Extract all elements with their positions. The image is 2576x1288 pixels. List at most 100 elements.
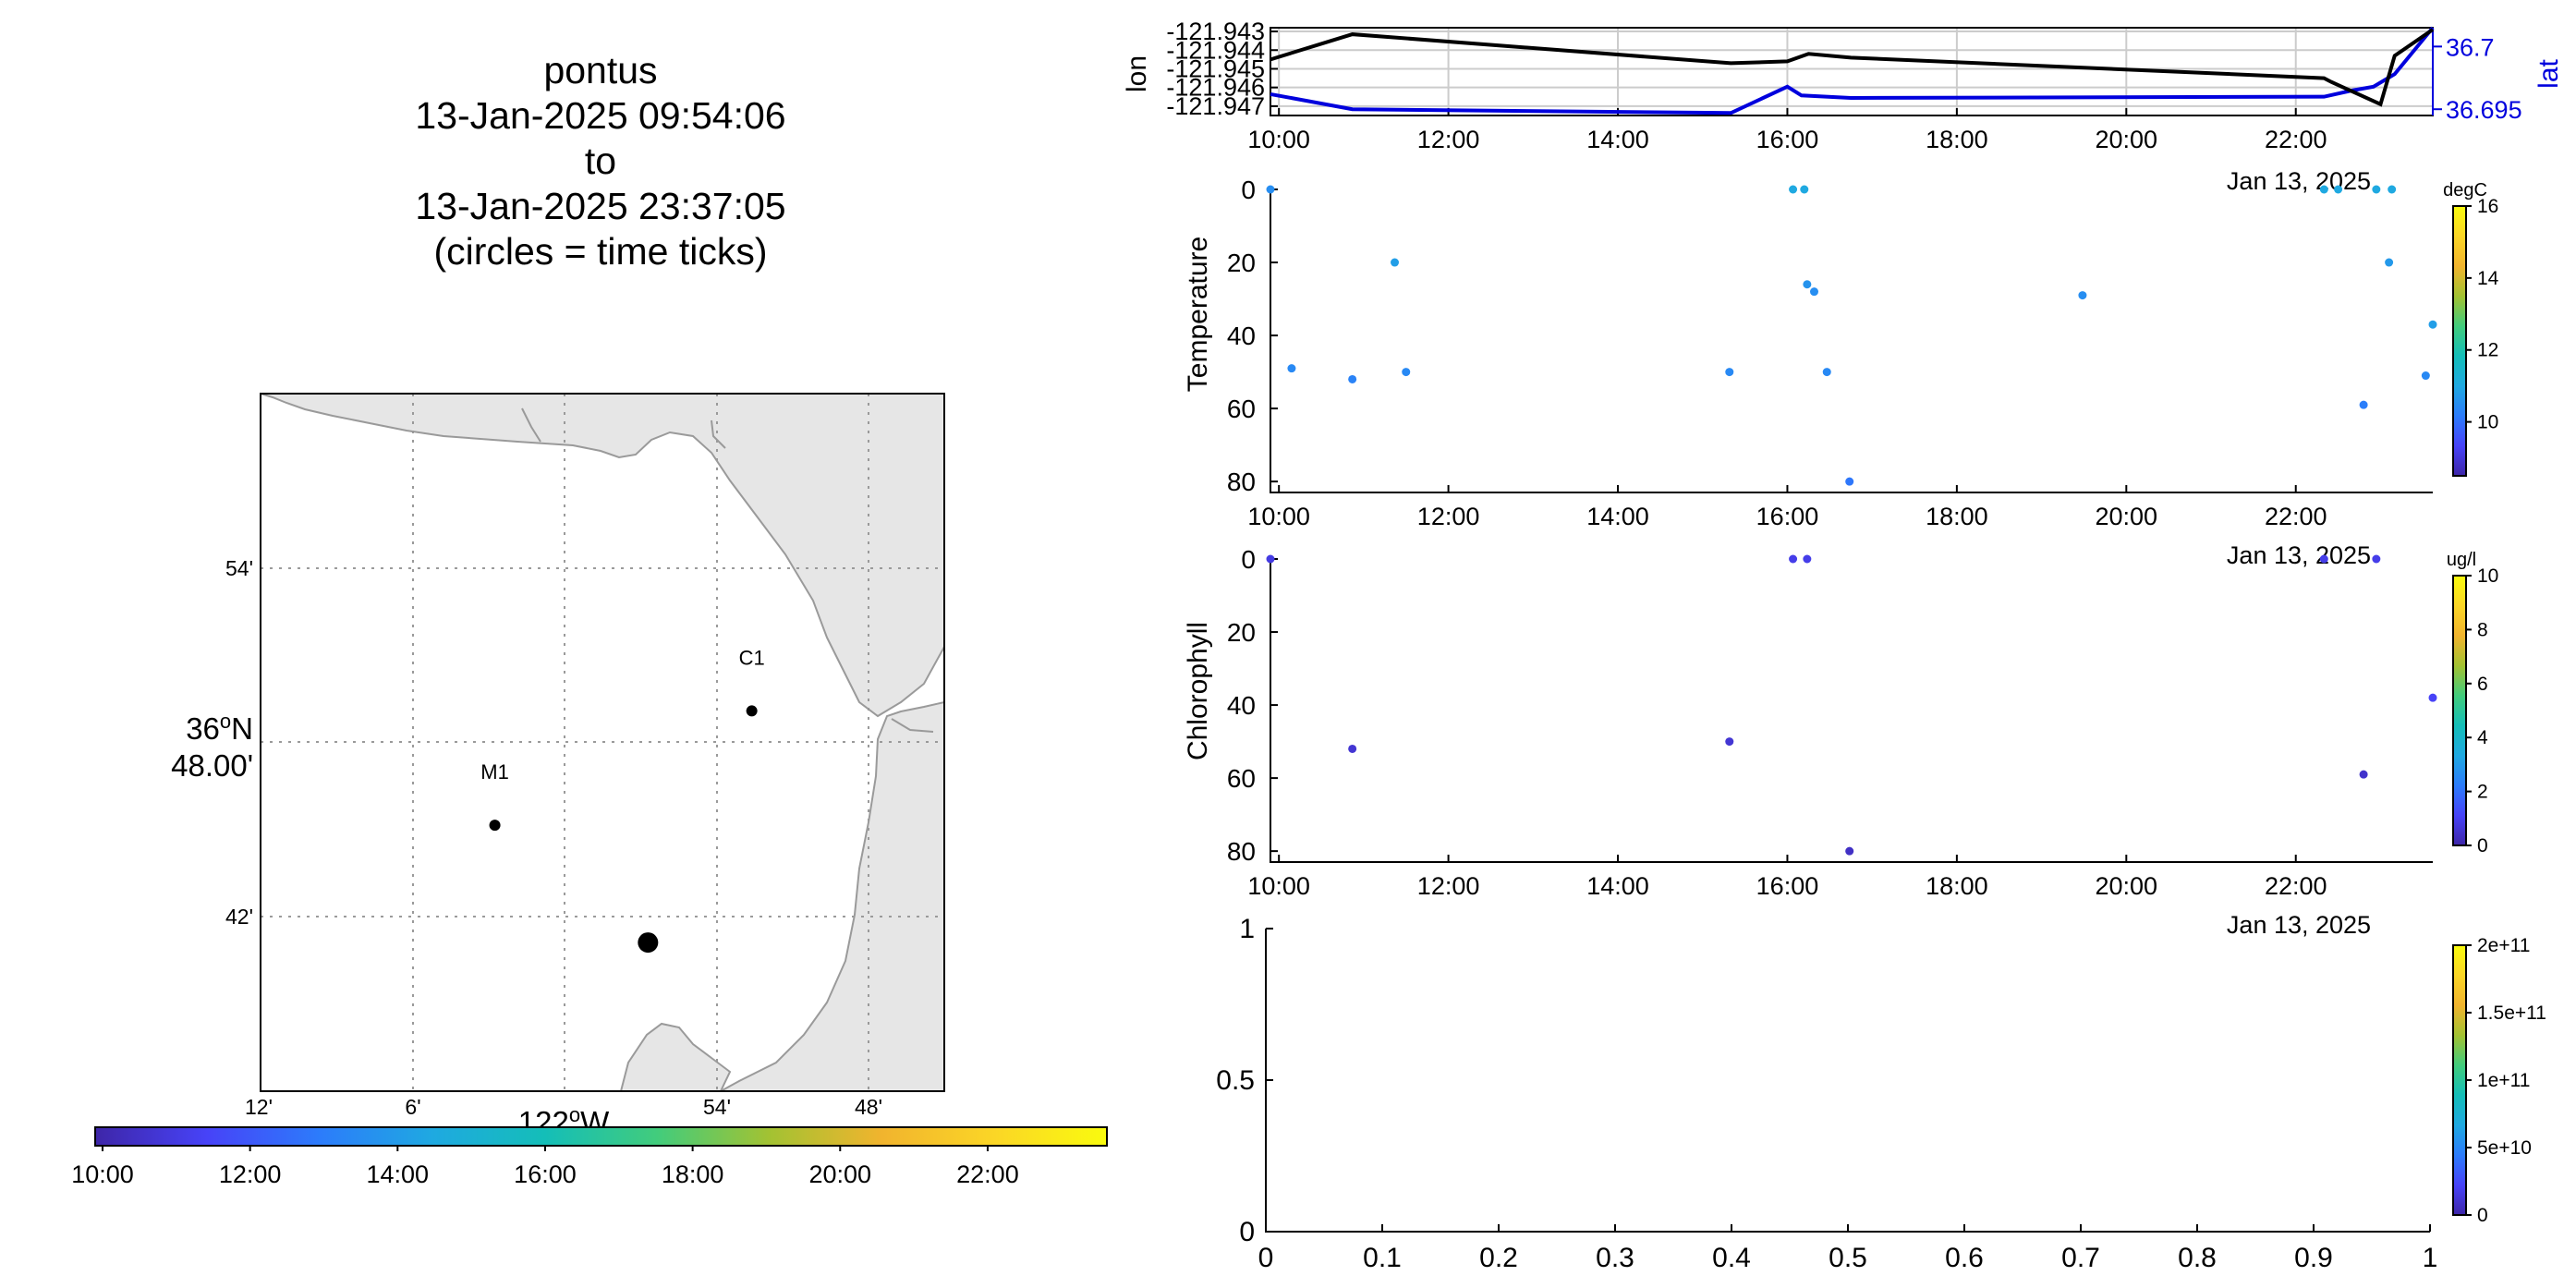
temp-point (1809, 287, 1818, 297)
x-tick-label: 0.3 (1596, 1243, 1634, 1273)
x-tick-label: 20:00 (2096, 126, 2158, 153)
colorbar-tick-label: 5e+10 (2477, 1137, 2532, 1159)
time-colorbar-tick-label: 10:00 (71, 1160, 134, 1188)
chl-point (1725, 737, 1734, 747)
empty-axes (1265, 929, 2430, 1233)
x-tick-label: 0.2 (1479, 1243, 1518, 1273)
lat-series-line (1270, 26, 2435, 115)
river-1 (521, 407, 541, 443)
lat-tick-42: 42' (225, 905, 253, 929)
chl-point (1845, 846, 1854, 856)
colorbar-tick-label: 10 (2477, 412, 2498, 433)
chl-point (2359, 770, 2368, 779)
temp-point (1391, 258, 1400, 267)
lon-tick-6: 6' (405, 1095, 420, 1119)
x-tick-label: 10:00 (1247, 126, 1310, 153)
temp-point (1789, 185, 1798, 194)
y-tick-label: 1 (1239, 914, 1255, 944)
lon-tick-54: 54' (703, 1095, 731, 1119)
nav-left-ticks: -121.943-121.944-121.945-121.946-121.947 (1166, 18, 1278, 120)
y-tick-label: 40 (1227, 691, 1256, 720)
nav-date-label: Jan 13, 2025 (2227, 167, 2371, 195)
time-colorbar-tick-label: 18:00 (662, 1160, 724, 1188)
empty-panel: 10.50 0 0.1 0.2 0.3 0.4 0.5 0.6 0.7 0.8 0.9 1 2e+1… (1216, 914, 2546, 1273)
nav-ylabel-lon: lon (1122, 55, 1152, 92)
chl-point (1803, 554, 1812, 564)
colorbar-tick-label: 0 (2477, 1205, 2488, 1226)
empty-colorbar (2452, 944, 2467, 1216)
temp-point (2334, 185, 2343, 194)
x-tick-label: 14:00 (1586, 126, 1649, 153)
empty-colorbar-ticks: 2e+11 1.5e+11 1e+11 5e+10 0 (2466, 935, 2546, 1226)
temperature-colorbar-ticks: 16 14 12 10 (2466, 196, 2499, 433)
y-tick-label: 80 (1227, 468, 1256, 496)
chl-point (1789, 554, 1798, 564)
nav-right-ticks: 36.7 36.695 (2432, 28, 2522, 124)
temp-point (2421, 371, 2430, 381)
x-tick-label: 16:00 (1756, 872, 1819, 900)
temperature-panel: 0 20 40 60 80 10:00 12:00 14:00 16:00 18:00 20:00… (1183, 176, 2499, 569)
chl-point (2428, 693, 2437, 702)
nav-lines (1270, 26, 2435, 115)
temp-point (1725, 368, 1734, 377)
station-label-c1: C1 (739, 646, 765, 669)
temp-point (1402, 368, 1411, 377)
map-lat-ticks: 54' 42' (225, 556, 253, 929)
y-tick-label: 20 (1227, 618, 1256, 647)
time-colorbar-tick-label: 14:00 (367, 1160, 430, 1188)
colorbar-tick-label: 10 (2477, 565, 2498, 587)
x-tick-label: 10:00 (1247, 503, 1310, 530)
time-colorbar-tick-label: 20:00 (808, 1160, 871, 1188)
lat-center-degrees: 36oN (186, 710, 253, 746)
vehicle-track-cluster (638, 932, 659, 954)
chlorophyll-colorbar-unit: ug/l (2447, 550, 2476, 570)
nav-panel: -121.943-121.944-121.945-121.946-121.947… (1122, 18, 2564, 195)
x-tick-label: 14:00 (1586, 503, 1649, 530)
chl-point (2319, 554, 2328, 564)
time-colorbar-ticks: 10:00 12:00 14:00 16:00 18:00 20:00 22:00 (71, 1146, 1019, 1188)
time-colorbar-tick-label: 22:00 (956, 1160, 1019, 1188)
temp-point (2359, 400, 2368, 409)
land-south-point (619, 1022, 732, 1091)
empty-y-ticks: 10.50 (1216, 914, 1273, 1247)
chlorophyll-colorbar-ticks: 10 8 6 4 2 0 (2466, 565, 2498, 857)
y-tick-label: 20 (1227, 249, 1256, 277)
temp-point (2319, 185, 2328, 194)
y-tick-label: 60 (1227, 764, 1256, 793)
temperature-axes (1270, 189, 2433, 493)
colorbar-tick-label: 6 (2477, 674, 2488, 695)
empty-x-ticks: 0 0.1 0.2 0.3 0.4 0.5 0.6 0.7 0.8 0.9 1 (1258, 1224, 2437, 1273)
lon-tick-48: 48' (855, 1095, 882, 1119)
temp-point (1822, 368, 1831, 377)
colorbar-tick-label: 14 (2477, 268, 2499, 289)
x-tick-label: 12:00 (1417, 872, 1480, 900)
x-tick-label: 0.6 (1945, 1243, 1984, 1273)
map-track (638, 932, 659, 954)
colorbar-tick-label: 2e+11 (2477, 935, 2530, 956)
x-tick-label: 0.4 (1712, 1243, 1751, 1273)
map-lon-ticks: 12' 6' 54' 48' (245, 1095, 882, 1119)
y-tick-label: 0 (1241, 176, 1256, 204)
nav-lon-tick-label: -121.945 (1166, 55, 1265, 82)
temperature-colorbar-unit: degC (2443, 180, 2487, 200)
temperature-date-label: Jan 13, 2025 (2227, 541, 2371, 569)
temp-point (2385, 258, 2394, 267)
nav-lon-tick-label: -121.947 (1166, 92, 1265, 120)
time-colorbar (94, 1126, 1108, 1147)
x-tick-label: 22:00 (2265, 126, 2327, 153)
x-tick-label: 18:00 (1926, 872, 1988, 900)
temp-point (2388, 185, 2397, 194)
y-tick-label: 40 (1227, 322, 1256, 350)
title-block: pontus 13-Jan-2025 09:54:06 to 13-Jan-20… (323, 48, 878, 274)
river-2 (711, 419, 726, 449)
lat-tick-54: 54' (225, 556, 253, 580)
y-tick-label: 0.5 (1216, 1065, 1255, 1096)
map-stations: M1 C1 (480, 646, 765, 832)
to-label: to (584, 140, 617, 182)
x-tick-label: 22:00 (2265, 872, 2327, 900)
colorbar-tick-label: 12 (2477, 340, 2498, 361)
x-tick-label: 0.8 (2178, 1243, 2217, 1273)
temp-point (2372, 185, 2381, 194)
temperature-ylabel: Temperature (1183, 237, 1213, 392)
